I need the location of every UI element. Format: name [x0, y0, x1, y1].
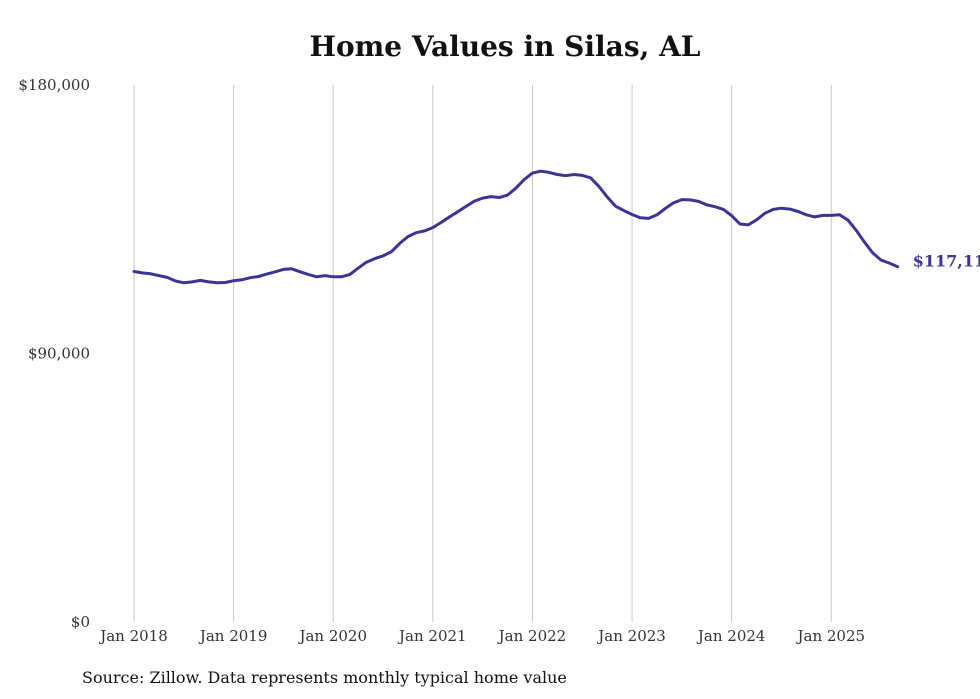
x-tick-label: Jan 2024 [696, 627, 766, 645]
x-tick-label: Jan 2020 [297, 627, 367, 645]
x-tick-label: Jan 2025 [796, 627, 866, 645]
x-tick-label: Jan 2018 [98, 627, 168, 645]
series-line [132, 169, 900, 285]
source-note: Source: Zillow. Data represents monthly … [82, 668, 567, 687]
chart-title: Home Values in Silas, AL [309, 30, 701, 63]
x-tick-label: Jan 2019 [198, 627, 268, 645]
x-tick-label: Jan 2022 [497, 627, 567, 645]
end-value-label: $117,111 [913, 252, 980, 271]
x-tick-label: Jan 2021 [397, 627, 467, 645]
y-tick-label: $0 [71, 613, 90, 631]
y-tick-label: $90,000 [28, 345, 90, 363]
y-tick-label: $180,000 [18, 76, 90, 94]
x-tick-label: Jan 2023 [596, 627, 666, 645]
